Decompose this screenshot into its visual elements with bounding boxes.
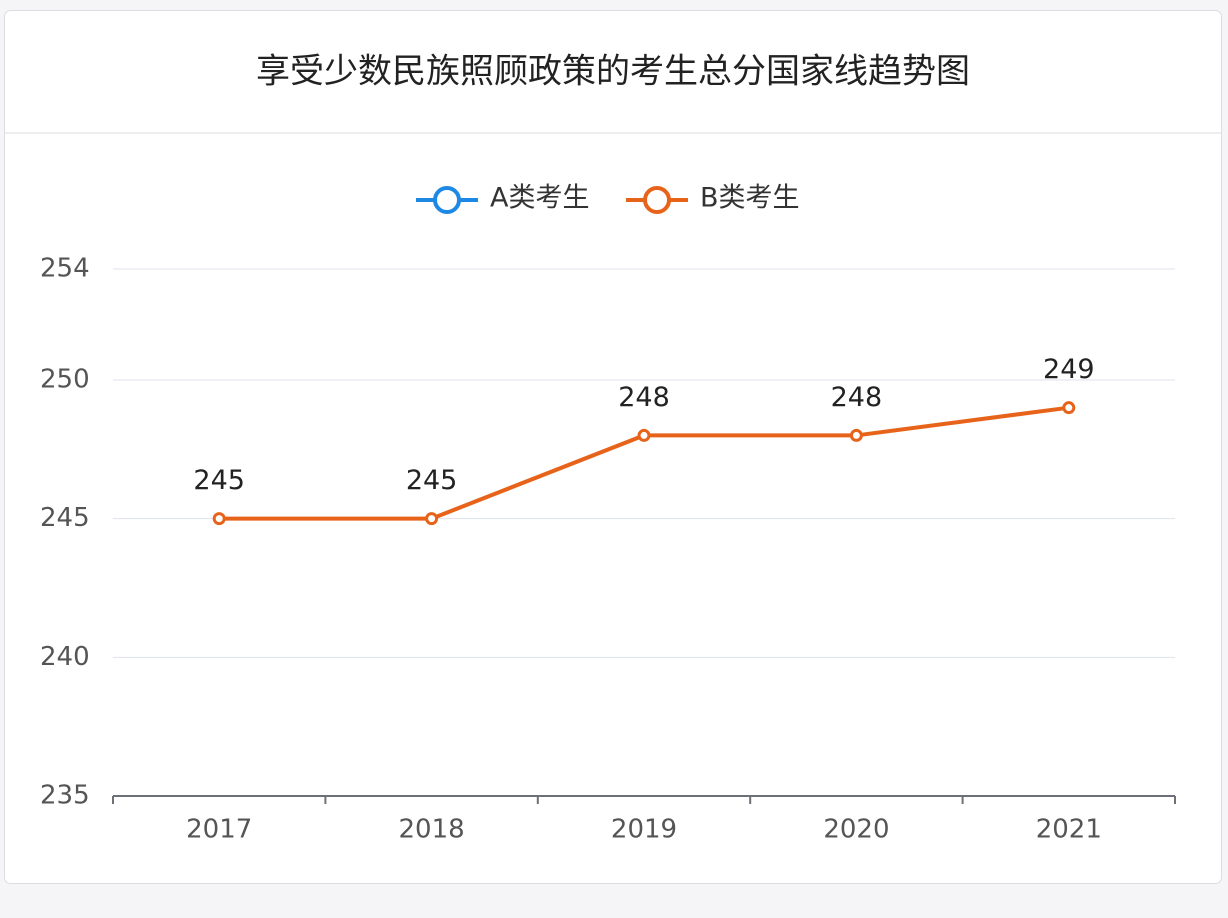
data-point (637, 428, 651, 442)
data-point (1062, 401, 1076, 415)
y-tick-label: 250 (40, 364, 90, 394)
x-tick-label: 2019 (611, 815, 677, 845)
data-label: 245 (406, 465, 458, 496)
legend-marker (433, 186, 461, 214)
data-label: 248 (618, 382, 670, 413)
data-label: 245 (193, 465, 245, 496)
data-point (849, 428, 863, 442)
legend-label: A类考生 (490, 183, 589, 214)
data-label: 249 (1043, 354, 1095, 385)
y-tick-label: 245 (40, 503, 90, 533)
legend-marker (643, 186, 671, 214)
x-tick-label: 2017 (186, 815, 252, 845)
y-tick-label: 254 (40, 254, 90, 284)
chart-title: 享受少数民族照顾政策的考生总分国家线趋势图 (256, 52, 970, 92)
x-tick-label: 2020 (823, 815, 889, 845)
x-tick-label: 2018 (399, 815, 465, 845)
y-tick-label: 235 (40, 781, 90, 811)
legend-label: B类考生 (700, 183, 800, 214)
data-point (425, 512, 439, 526)
y-tick-label: 240 (40, 642, 90, 672)
data-point (212, 512, 226, 526)
x-tick-label: 2021 (1036, 815, 1102, 845)
data-label: 248 (831, 382, 883, 413)
